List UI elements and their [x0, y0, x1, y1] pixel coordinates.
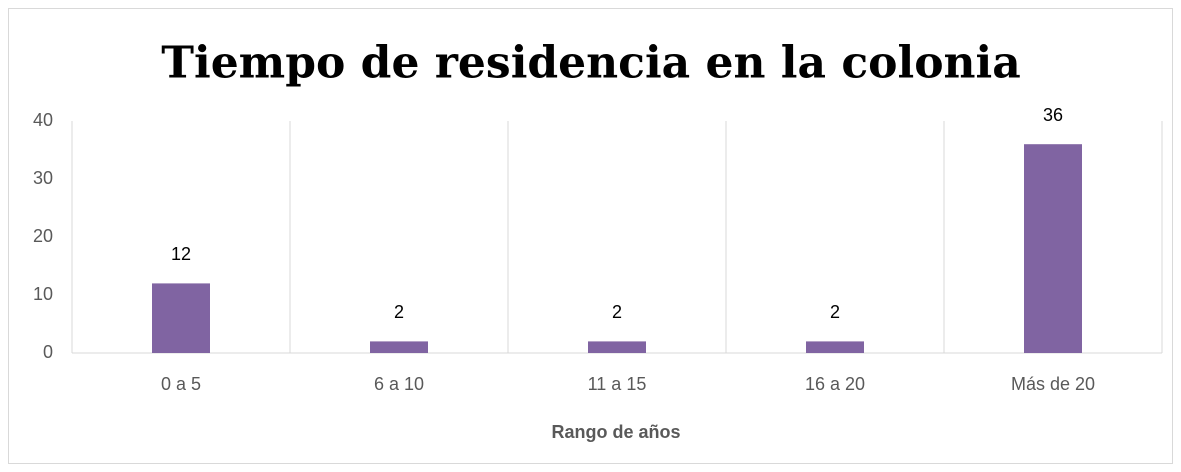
data-label: 36 — [1043, 105, 1063, 125]
y-tick-label: 10 — [33, 284, 53, 304]
bar — [1024, 144, 1082, 353]
data-label: 2 — [830, 302, 840, 322]
chart-border — [8, 8, 1173, 464]
x-tick-label: Más de 20 — [1011, 374, 1095, 394]
x-tick-label: 6 a 10 — [374, 374, 424, 394]
y-tick-label: 0 — [43, 342, 53, 362]
y-tick-label: 30 — [33, 168, 53, 188]
x-tick-label: 0 a 5 — [161, 374, 201, 394]
data-label: 12 — [171, 244, 191, 264]
bar — [152, 283, 210, 353]
y-tick-label: 40 — [33, 110, 53, 130]
data-label: 2 — [612, 302, 622, 322]
x-tick-label: 16 a 20 — [805, 374, 865, 394]
y-tick-label: 20 — [33, 226, 53, 246]
bar — [806, 341, 864, 353]
x-axis-title: Rango de años — [551, 422, 680, 442]
bar — [588, 341, 646, 353]
x-tick-label: 11 a 15 — [588, 374, 647, 394]
chart-title: Tiempo de residencia en la colonia — [161, 38, 1021, 89]
bar — [370, 341, 428, 353]
data-label: 2 — [394, 302, 404, 322]
